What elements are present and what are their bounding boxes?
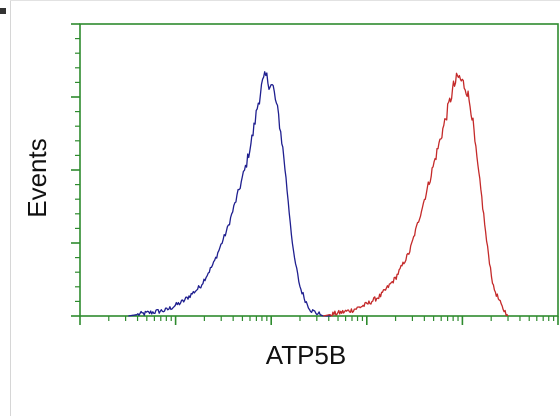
x-axis-label: ATP5B — [266, 340, 346, 370]
series-2-line — [323, 72, 509, 317]
y-axis-label: Events — [22, 138, 52, 218]
plot-frame — [79, 23, 559, 317]
figure-top-border — [10, 0, 560, 1]
figure-left-border — [10, 0, 11, 416]
axes-layer — [71, 23, 559, 325]
series-layer — [128, 71, 509, 317]
corner-mark — [0, 8, 6, 14]
series-1-line — [128, 71, 331, 317]
